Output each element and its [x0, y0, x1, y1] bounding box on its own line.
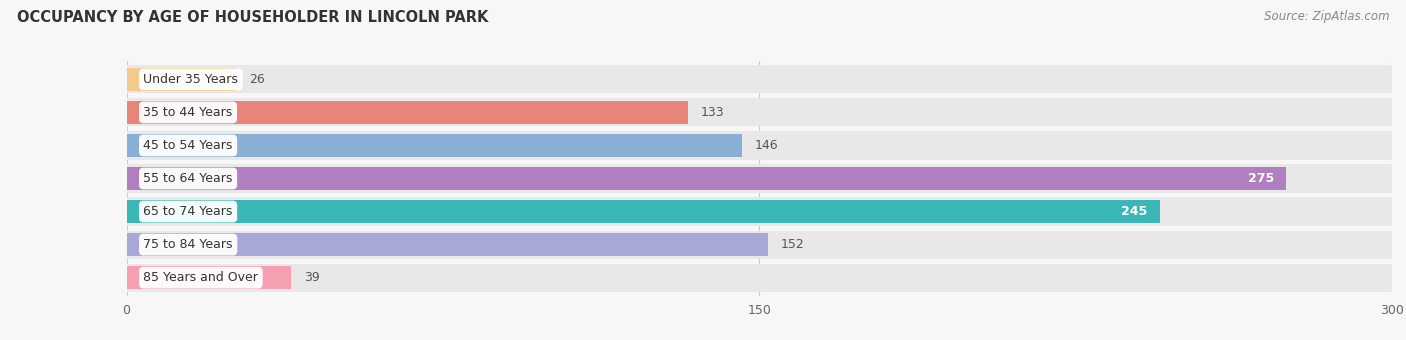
Text: 152: 152 [780, 238, 804, 251]
Bar [127, 231, 1392, 259]
Bar [127, 134, 742, 157]
Bar [127, 264, 1392, 292]
Text: 133: 133 [700, 106, 724, 119]
Bar [127, 132, 1392, 159]
Bar [127, 68, 236, 91]
Text: 65 to 74 Years: 65 to 74 Years [143, 205, 233, 218]
Bar [127, 266, 291, 289]
Bar [127, 98, 1392, 126]
Text: 275: 275 [1247, 172, 1274, 185]
Bar [127, 233, 768, 256]
Bar [127, 101, 688, 124]
Text: 85 Years and Over: 85 Years and Over [143, 271, 259, 284]
Text: Under 35 Years: Under 35 Years [143, 73, 238, 86]
Bar [127, 65, 1392, 94]
Text: 55 to 64 Years: 55 to 64 Years [143, 172, 233, 185]
Text: 146: 146 [755, 139, 779, 152]
Bar [127, 200, 1160, 223]
Text: OCCUPANCY BY AGE OF HOUSEHOLDER IN LINCOLN PARK: OCCUPANCY BY AGE OF HOUSEHOLDER IN LINCO… [17, 10, 488, 25]
Text: 245: 245 [1121, 205, 1147, 218]
Text: 39: 39 [304, 271, 319, 284]
Bar [127, 167, 1286, 190]
Text: 45 to 54 Years: 45 to 54 Years [143, 139, 233, 152]
Text: 75 to 84 Years: 75 to 84 Years [143, 238, 233, 251]
Text: 35 to 44 Years: 35 to 44 Years [143, 106, 232, 119]
Bar [127, 165, 1392, 192]
Text: Source: ZipAtlas.com: Source: ZipAtlas.com [1264, 10, 1389, 23]
Text: 26: 26 [249, 73, 264, 86]
Bar [127, 198, 1392, 225]
